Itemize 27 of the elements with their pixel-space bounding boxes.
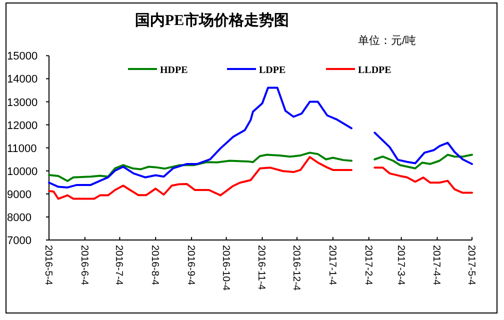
- y-tick-label: 9000: [7, 188, 32, 201]
- legend-label: LDPE: [259, 65, 286, 76]
- y-tick-label: 11000: [7, 142, 37, 155]
- x-tick-label: 2017-4-4: [430, 245, 442, 286]
- x-tick-label: 2016-7-4: [113, 245, 124, 286]
- chart-title: 国内PE市场价格走势图: [134, 11, 290, 29]
- x-tick-label: 2016-6-4: [78, 245, 90, 286]
- x-tick-label: 2016-9-4: [185, 245, 196, 286]
- y-tick-label: 8000: [7, 212, 32, 224]
- y-tick-label: 7000: [7, 235, 32, 247]
- y-tick-label: 10000: [7, 166, 38, 178]
- y-tick-label: 13000: [7, 96, 38, 109]
- x-tick-label: 2017-1-4: [326, 245, 338, 286]
- x-tick-label: 2016-11-4: [256, 245, 267, 290]
- x-tick-label: 2017-5-4: [466, 245, 476, 286]
- y-tick-label: 14000: [7, 74, 38, 86]
- x-tick-label: 2016-8-4: [149, 245, 160, 286]
- x-tick-label: 2016-5-4: [42, 245, 54, 286]
- y-tick-label: 12000: [7, 120, 38, 132]
- x-tick-label: 2017-2-4: [362, 245, 374, 286]
- x-tick-label: 2016-12-4: [290, 245, 302, 292]
- chart-subtitle: 单位：元/吨: [358, 34, 416, 47]
- x-tick-label: 2016-10-4: [220, 245, 231, 292]
- x-tick-label: 2017-3-4: [394, 245, 406, 286]
- legend-label: LLDPE: [358, 65, 392, 76]
- y-tick-label: 15000: [7, 50, 38, 63]
- legend-label: HDPE: [160, 65, 188, 76]
